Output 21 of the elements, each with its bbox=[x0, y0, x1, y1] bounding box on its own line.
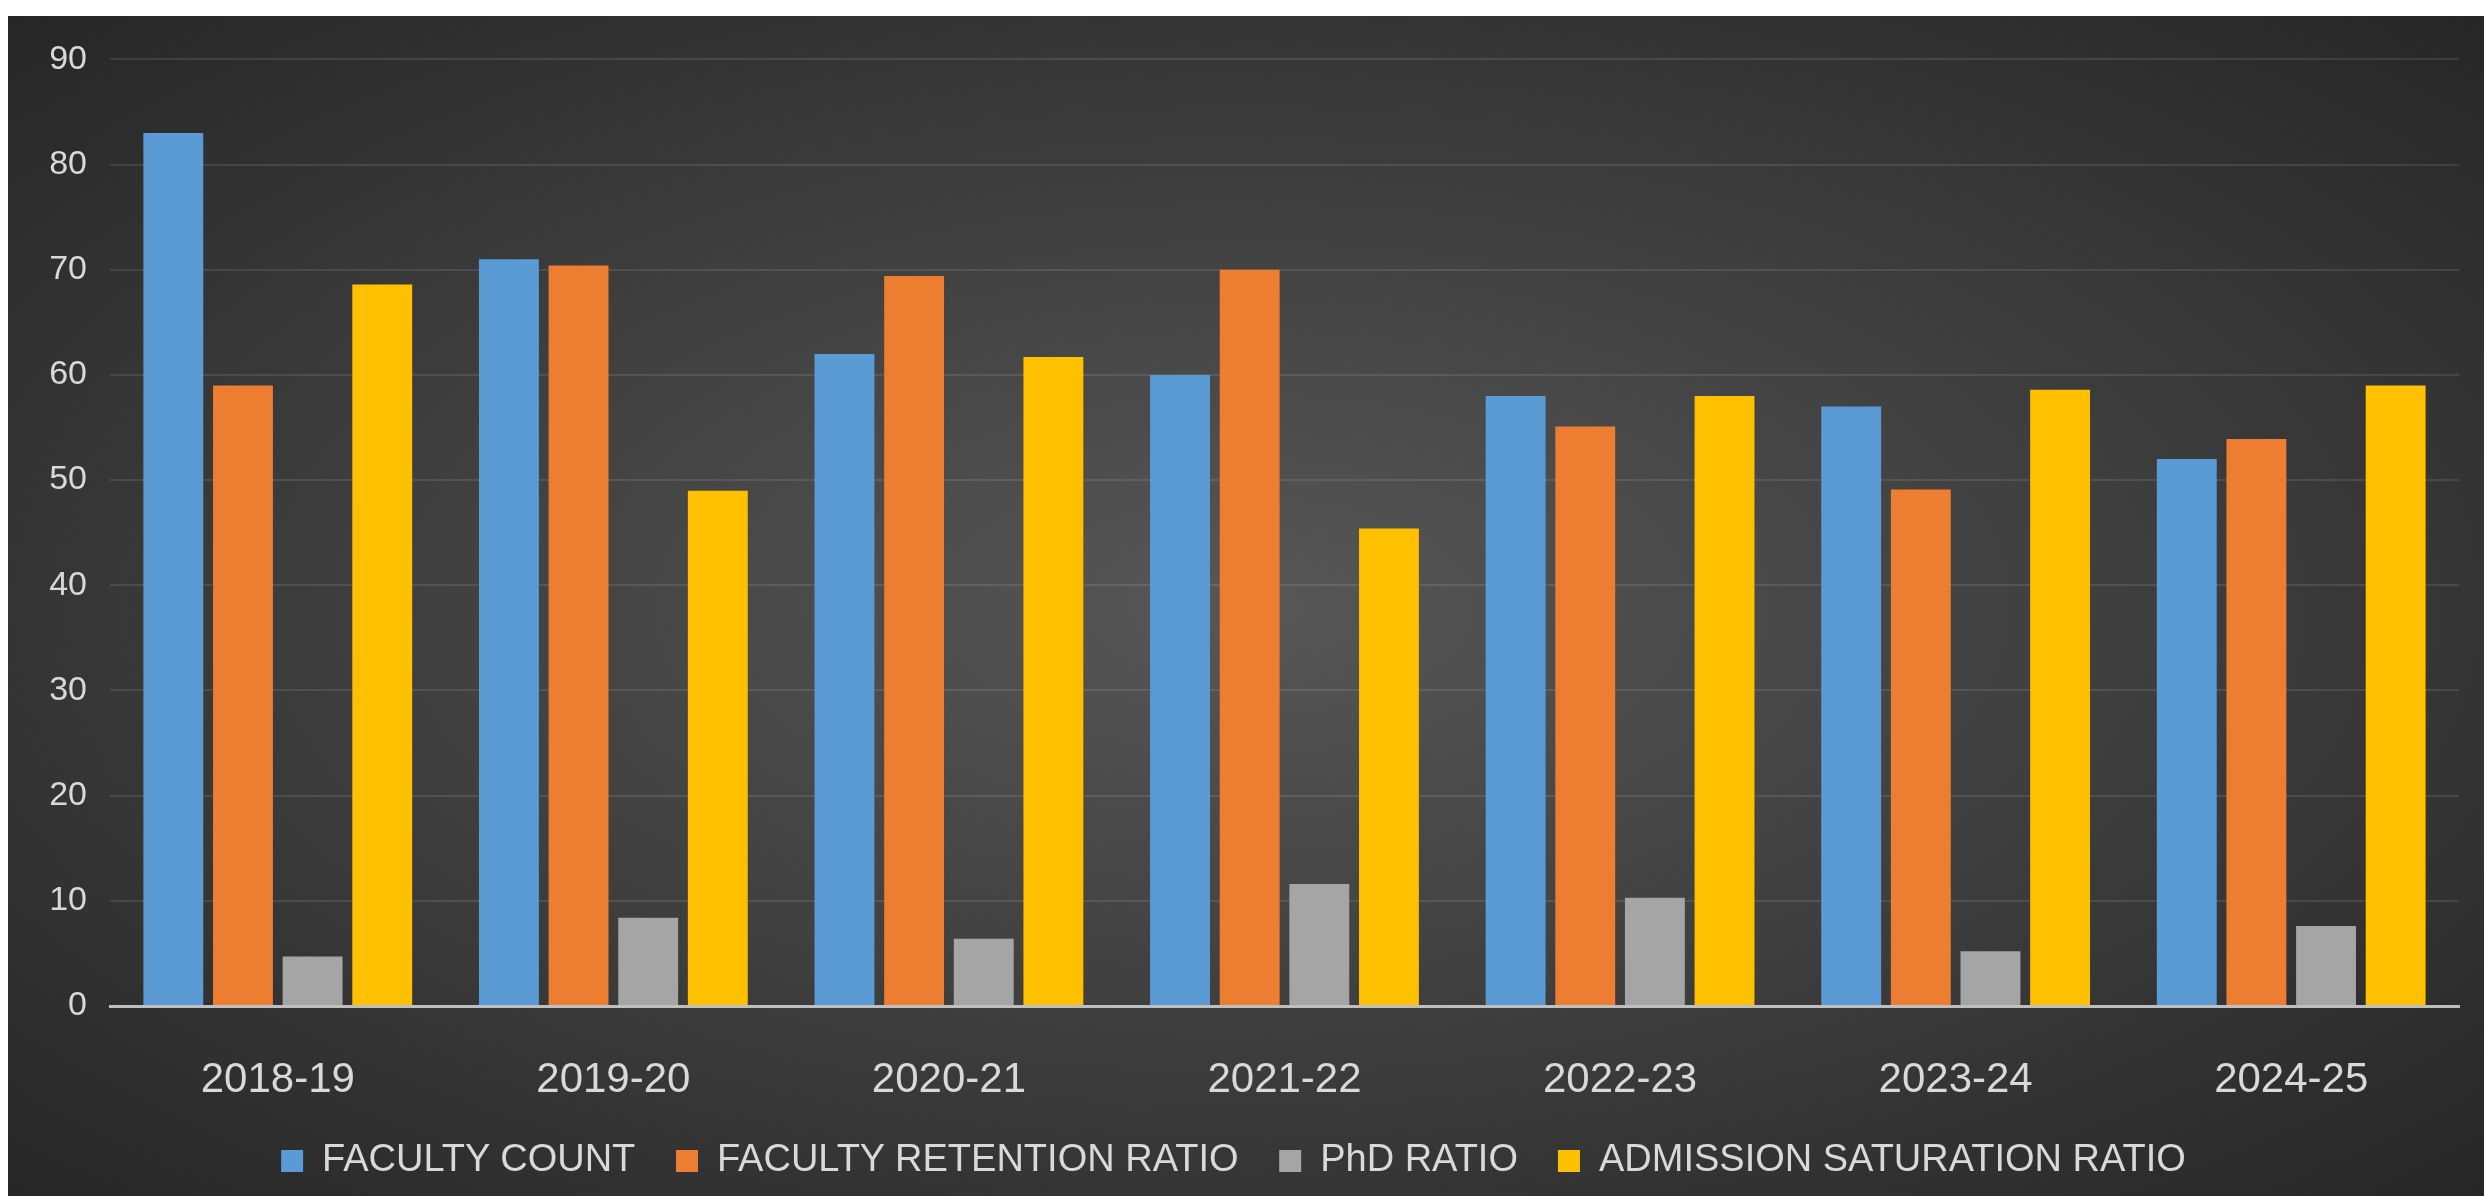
y-tick-label: 60 bbox=[49, 353, 87, 392]
x-tick-label: 2022-23 bbox=[1543, 1053, 1698, 1101]
x-tick-label: 2024-25 bbox=[2214, 1053, 2369, 1101]
x-tick-label: 2021-22 bbox=[1207, 1053, 1362, 1101]
x-tick-label: 2020-21 bbox=[871, 1053, 1026, 1101]
y-tick-label: 0 bbox=[68, 984, 87, 1023]
legend-label: ADMISSION SATURATION RATIO bbox=[1598, 1137, 2186, 1180]
x-tick-label: 2023-24 bbox=[1878, 1053, 2033, 1101]
y-tick-label: 90 bbox=[49, 37, 87, 76]
legend-label: PhD RATIO bbox=[1320, 1137, 1518, 1180]
y-tick-label: 80 bbox=[49, 142, 87, 181]
legend-label: FACULTY RETENTION RATIO bbox=[717, 1137, 1239, 1180]
y-tick-label: 40 bbox=[49, 563, 87, 602]
x-tick-label: 2019-20 bbox=[536, 1053, 691, 1101]
y-tick-label: 30 bbox=[49, 668, 87, 707]
y-tick-label: 50 bbox=[49, 458, 87, 497]
y-tick-label: 10 bbox=[49, 879, 87, 918]
y-tick-label: 70 bbox=[49, 248, 87, 287]
y-tick-label: 20 bbox=[49, 774, 87, 813]
legend-label: FACULTY COUNT bbox=[322, 1137, 636, 1180]
x-tick-label: 2018-19 bbox=[200, 1053, 355, 1101]
